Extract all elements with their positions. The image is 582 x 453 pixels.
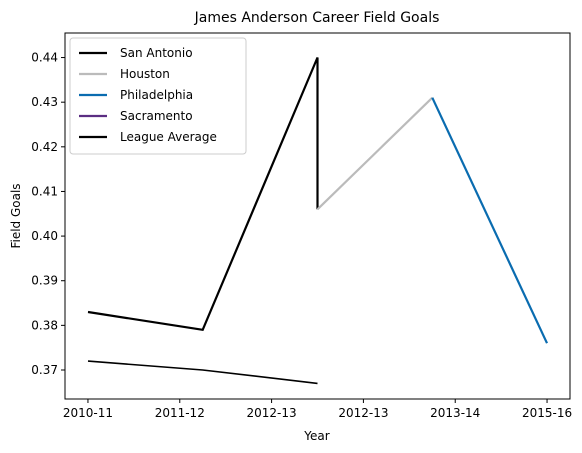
legend-label-4: League Average: [120, 130, 217, 144]
legend-label-2: Philadelphia: [120, 88, 193, 102]
x-tick-label: 2011-12: [155, 406, 205, 420]
legend-label-3: Sacramento: [120, 109, 193, 123]
series-line-4: [87, 360, 318, 385]
plot-area: 2010-11 2011-12 2012-13 2012-13 2013-14 2015-…: [31, 32, 572, 420]
x-tick-label: 2010-11: [63, 406, 113, 420]
series-line-1: [316, 96, 434, 211]
x-tick-label: 2012-13: [247, 406, 297, 420]
y-axis-label: Field Goals: [9, 183, 23, 248]
legend-label-0: San Antonio: [120, 46, 193, 60]
y-tick-label: 0.43: [31, 95, 58, 109]
legend-label-1: Houston: [120, 67, 170, 81]
x-tick-label: 2013-14: [430, 406, 480, 420]
x-axis-label: Year: [303, 429, 329, 443]
y-tick-label: 0.41: [31, 184, 58, 198]
y-tick-label: 0.39: [31, 274, 58, 288]
legend: San Antonio Houston Philadelphia Sacramento…: [69, 37, 247, 155]
series-line-0: [87, 57, 319, 332]
y-tick-label: 0.40: [31, 229, 58, 243]
plot-frame: [64, 32, 571, 400]
y-tick-label: 0.38: [31, 318, 58, 332]
y-tick-label: 0.44: [31, 51, 58, 65]
x-tick-label: 2015-16: [522, 406, 572, 420]
y-tick-label: 0.42: [31, 140, 58, 154]
series-line-2: [431, 97, 548, 344]
legend-box: [69, 37, 247, 155]
y-tick-label: 0.37: [31, 363, 58, 377]
x-tick-label: 2012-13: [338, 406, 388, 420]
chart-title: James Anderson Career Field Goals: [194, 10, 440, 26]
